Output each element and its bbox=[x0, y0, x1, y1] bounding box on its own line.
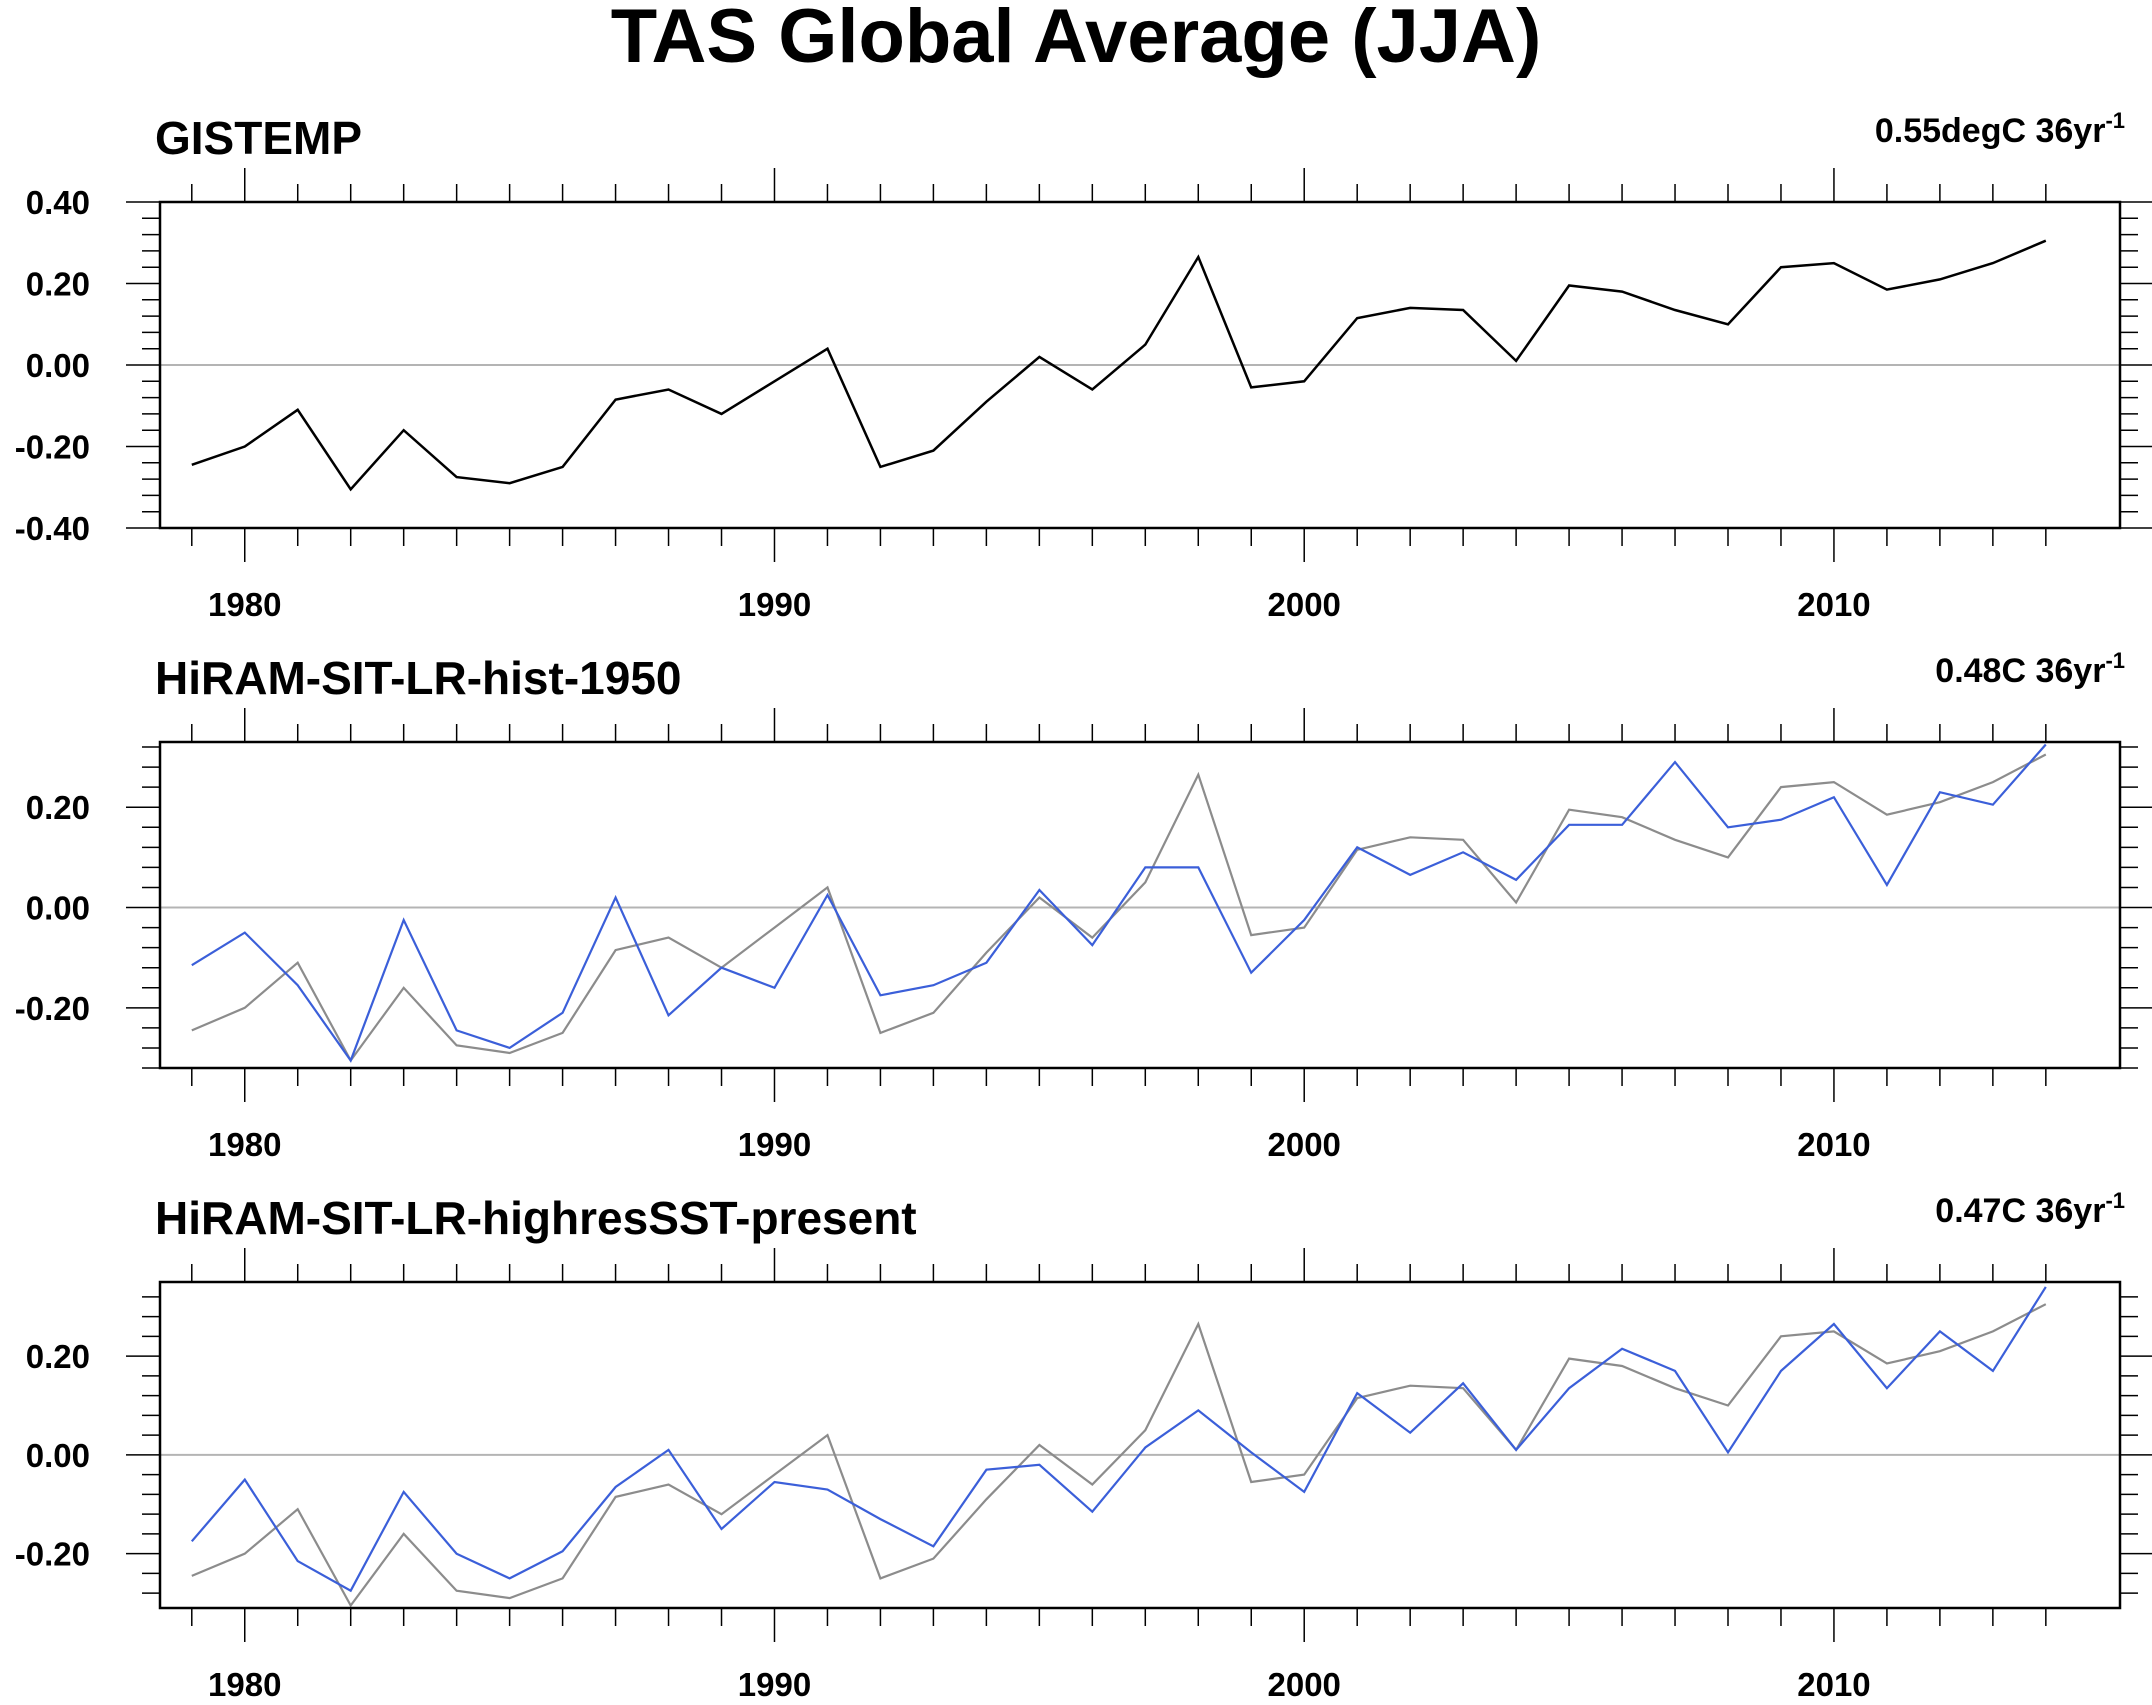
trend-label-text: 0.48C 36yr bbox=[1935, 652, 2105, 690]
x-tick-label: 2000 bbox=[1268, 1126, 1341, 1163]
y-tick-label: 0.20 bbox=[26, 789, 90, 826]
y-tick-label: 0.00 bbox=[26, 1437, 90, 1474]
x-tick-label: 2010 bbox=[1797, 586, 1870, 623]
plot-frame bbox=[158, 1280, 2122, 1610]
trend-label: 0.55degC 36yr-1 bbox=[1875, 108, 2125, 150]
trend-label: 0.47C 36yr-1 bbox=[1935, 1188, 2125, 1230]
trend-label-exponent: -1 bbox=[2105, 648, 2125, 673]
x-tick-label: 2000 bbox=[1268, 1666, 1341, 1703]
x-tick-label: 2010 bbox=[1797, 1666, 1870, 1703]
y-tick-label: 0.20 bbox=[26, 266, 90, 303]
panel-3: HiRAM-SIT-LR-highresSST-present 0.47C 36y… bbox=[15, 1188, 2152, 1703]
x-tick-label: 1980 bbox=[208, 586, 281, 623]
y-tick-label: 0.40 bbox=[26, 184, 90, 221]
series-line-reference bbox=[191, 239, 2047, 492]
x-tick-label: 1980 bbox=[208, 1126, 281, 1163]
series-line-model bbox=[191, 743, 2047, 1063]
plot-frame bbox=[158, 740, 2122, 1070]
series-line-reference-overlay bbox=[191, 1303, 2047, 1608]
x-tick-label: 1990 bbox=[738, 1126, 811, 1163]
y-tick-label: 0.00 bbox=[26, 347, 90, 384]
panel-title: HiRAM-SIT-LR-highresSST-present bbox=[155, 1192, 917, 1244]
y-tick-label: 0.20 bbox=[26, 1338, 90, 1375]
y-tick-label: -0.20 bbox=[15, 990, 90, 1027]
trend-label-exponent: -1 bbox=[2105, 108, 2125, 133]
trend-label-text: 0.55degC 36yr bbox=[1875, 112, 2106, 150]
y-tick-label: 0.00 bbox=[26, 890, 90, 927]
series-line-model bbox=[190, 1286, 2047, 1593]
y-tick-label: -0.20 bbox=[15, 1536, 90, 1573]
panel-1: GISTEMP 0.55degC 36yr-1 1980 1990 2000 2010 -0… bbox=[15, 108, 2152, 623]
trend-label-text: 0.47C 36yr bbox=[1935, 1192, 2105, 1230]
panel-2: HiRAM-SIT-LR-hist-1950 0.48C 36yr-1 1980 19… bbox=[15, 648, 2152, 1163]
panel-title: GISTEMP bbox=[155, 112, 362, 164]
y-tick-label: -0.40 bbox=[15, 510, 90, 547]
series-line-reference-overlay bbox=[191, 753, 2047, 1063]
x-tick-label: 2010 bbox=[1797, 1126, 1870, 1163]
figure-title: TAS Global Average (JJA) bbox=[611, 0, 1542, 79]
trend-label-exponent: -1 bbox=[2105, 1188, 2125, 1213]
panel-title: HiRAM-SIT-LR-hist-1950 bbox=[155, 652, 681, 704]
x-tick-label: 1980 bbox=[208, 1666, 281, 1703]
y-tick-label: -0.20 bbox=[15, 429, 90, 466]
x-tick-label: 2000 bbox=[1268, 586, 1341, 623]
x-tick-label: 1990 bbox=[738, 1666, 811, 1703]
trend-label: 0.48C 36yr-1 bbox=[1935, 648, 2125, 690]
x-tick-label: 1990 bbox=[738, 586, 811, 623]
